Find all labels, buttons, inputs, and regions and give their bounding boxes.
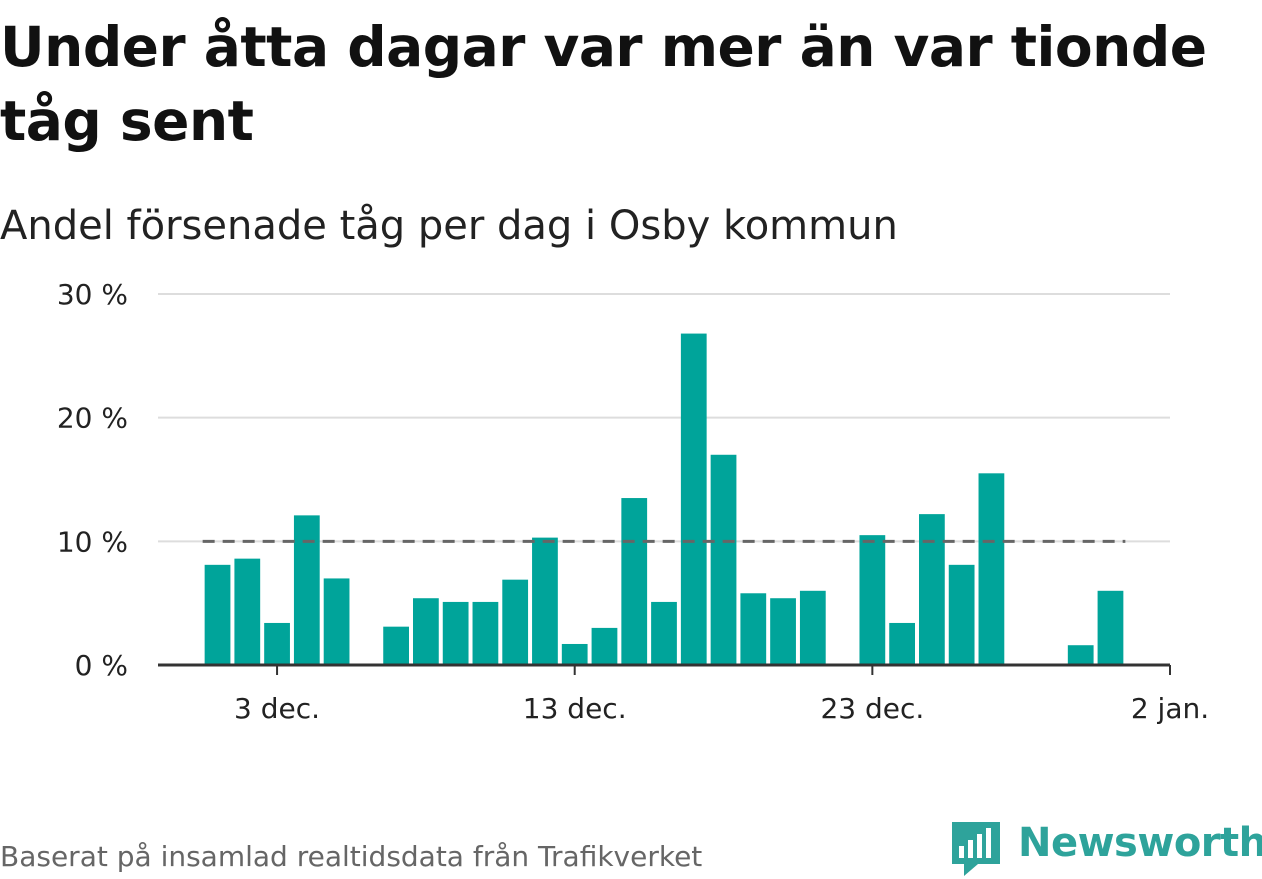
y-tick-label: 30 % xyxy=(57,278,128,311)
bar xyxy=(204,564,231,665)
newsworthy-logo-icon xyxy=(952,822,1000,876)
bar xyxy=(948,564,975,665)
x-tick-label: 13 dec. xyxy=(523,692,627,725)
bar xyxy=(919,514,945,665)
bar xyxy=(383,626,409,665)
y-tick-label: 10 % xyxy=(57,525,128,558)
x-tick-label: 23 dec. xyxy=(820,692,924,725)
bar xyxy=(472,601,499,665)
chart-title: Under åtta dagar var mer än var tionde t… xyxy=(0,15,1207,153)
x-tick-label: 3 dec. xyxy=(234,692,320,725)
x-tick-label: 2 jan. xyxy=(1131,692,1209,725)
bar xyxy=(770,598,796,665)
bar xyxy=(680,333,707,665)
bar xyxy=(978,473,1005,665)
bar xyxy=(264,622,290,665)
y-tick-label: 0 % xyxy=(75,649,128,682)
bar xyxy=(234,558,261,665)
bar xyxy=(710,454,737,665)
bar-chart: 0 % 10 % 20 % 30 % 3 dec. 13 dec. 23 dec. 2 jan… xyxy=(57,278,1209,725)
bar xyxy=(1097,590,1124,665)
bar xyxy=(740,593,767,665)
bar xyxy=(293,515,320,665)
bar xyxy=(1067,645,1094,665)
y-tick-label: 20 % xyxy=(57,402,128,435)
chart-subtitle: Andel försenade tåg per dag i Osby kommu… xyxy=(0,203,898,249)
bar xyxy=(859,535,886,665)
bar xyxy=(799,590,826,665)
bar xyxy=(591,627,618,665)
bar xyxy=(651,601,677,665)
bar xyxy=(413,598,439,665)
newsworthy-logo: Newsworthy xyxy=(950,818,1262,878)
bar xyxy=(889,622,915,665)
bar xyxy=(532,537,558,665)
bar xyxy=(502,579,529,665)
bar xyxy=(561,643,588,665)
logo-text: Newsworthy xyxy=(1018,820,1262,866)
bar xyxy=(323,578,350,665)
bar xyxy=(621,498,648,665)
bar xyxy=(442,601,469,665)
source-note: Baserat på insamlad realtidsdata från Tr… xyxy=(0,840,703,873)
